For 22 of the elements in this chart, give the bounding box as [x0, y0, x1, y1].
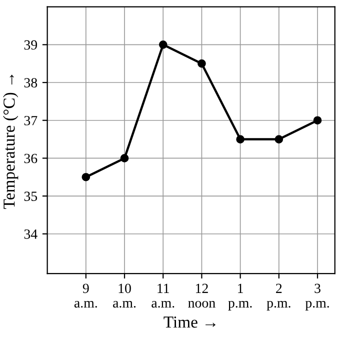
y-tick-label: 36 — [24, 154, 38, 164]
x-tick-label: 10 a.m. — [113, 284, 136, 308]
y-tick-label: 37 — [24, 116, 38, 126]
point — [158, 40, 168, 49]
point — [120, 154, 129, 162]
x-tick-label: 12 noon — [188, 284, 216, 308]
y-tick-label: 34 — [24, 229, 38, 239]
point — [313, 116, 322, 125]
point — [198, 59, 206, 68]
point — [82, 172, 90, 182]
x-tick-label: 2 p.m. — [266, 284, 290, 310]
x-tick-label: 3 p.m. — [305, 284, 329, 310]
point — [236, 135, 244, 144]
x-tick-label: 1 p.m. — [228, 284, 252, 310]
x-tick-label: 9 a.m. — [74, 284, 97, 308]
point — [274, 135, 284, 144]
y-tick-label: 39 — [24, 40, 38, 50]
y-tick-label: 38 — [24, 78, 38, 88]
y-axis-title: Temperature (°C) → — [3, 74, 18, 209]
y-tick-label: 35 — [24, 192, 38, 201]
x-axis-title: Time → — [164, 316, 216, 328]
x-tick-label: 11 a.m. — [152, 284, 174, 308]
